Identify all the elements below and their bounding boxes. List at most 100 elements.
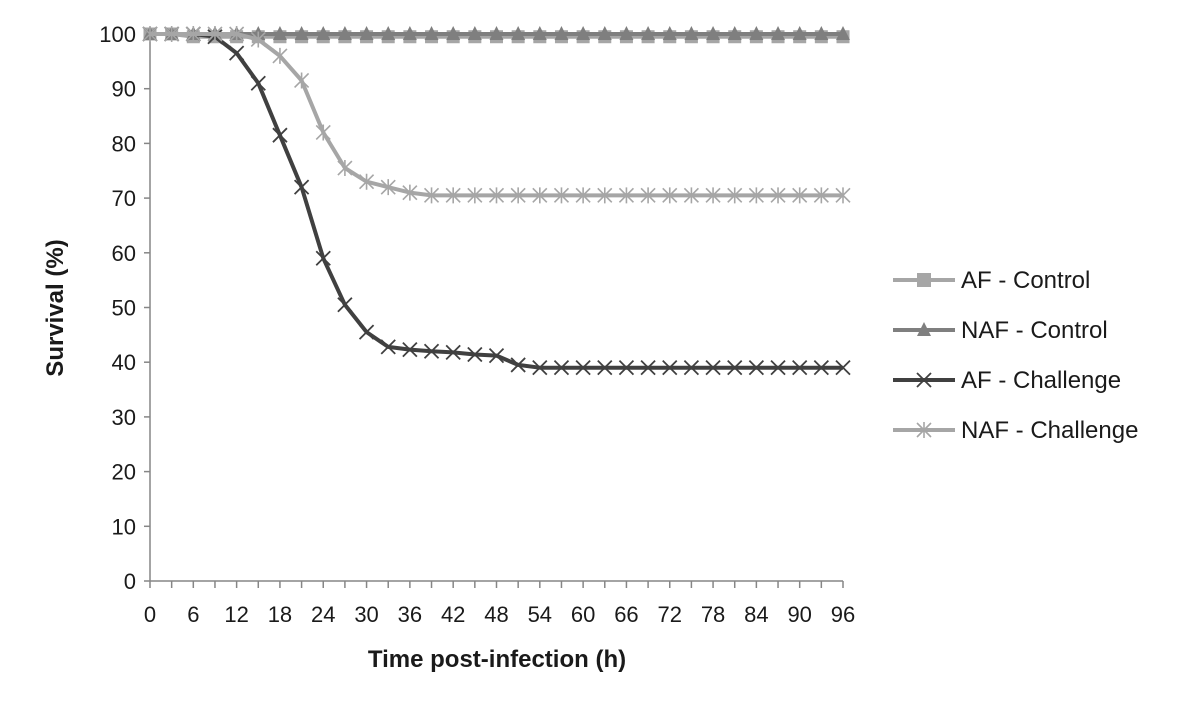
data-point <box>423 187 440 204</box>
x-tick-label: 66 <box>614 602 638 627</box>
data-point <box>488 347 505 364</box>
data-point <box>445 344 461 360</box>
data-point <box>748 360 765 376</box>
data-point <box>488 187 505 204</box>
y-tick-label: 90 <box>112 77 136 102</box>
data-point <box>576 26 591 40</box>
data-point <box>619 26 634 40</box>
legend-label: AF - Challenge <box>961 367 1121 394</box>
legend-marker <box>916 372 932 388</box>
y-tick-label: 0 <box>124 569 136 594</box>
data-point <box>748 187 764 204</box>
y-tick-label: 50 <box>112 296 136 321</box>
data-point <box>402 184 418 201</box>
data-point <box>575 187 591 204</box>
data-point <box>553 187 570 204</box>
data-point <box>358 173 375 190</box>
data-point <box>770 360 786 376</box>
data-point <box>683 360 700 376</box>
x-tick-label: 96 <box>831 602 855 627</box>
data-point <box>813 360 829 376</box>
data-point <box>727 360 743 376</box>
legend-item-naf-challenge: NAF - Challenge <box>893 417 1138 444</box>
data-point <box>727 187 743 204</box>
data-point <box>467 26 482 40</box>
data-point <box>250 31 266 48</box>
data-point <box>575 360 591 376</box>
y-tick-label: 100 <box>99 22 136 47</box>
data-point <box>532 360 548 376</box>
data-point <box>836 26 850 40</box>
data-point <box>727 26 742 40</box>
data-point <box>272 26 287 40</box>
data-point <box>316 26 331 40</box>
y-tick-label: 80 <box>112 131 136 156</box>
data-point <box>228 45 245 61</box>
data-point <box>250 75 266 91</box>
data-point <box>835 360 851 376</box>
legend-label: AF - Control <box>961 267 1090 294</box>
data-point <box>662 360 678 376</box>
x-tick-label: 30 <box>354 602 378 627</box>
data-point <box>359 26 374 40</box>
data-point <box>294 26 309 40</box>
data-point <box>510 187 526 204</box>
data-point <box>813 187 829 204</box>
x-tick-label: 0 <box>144 602 156 627</box>
y-axis-title: Survival (%) <box>42 239 69 376</box>
data-point <box>597 360 613 376</box>
y-tick-label: 30 <box>112 405 136 430</box>
series-layer <box>142 26 851 376</box>
data-point <box>792 26 807 40</box>
x-tick-label: 54 <box>528 602 552 627</box>
legend-marker <box>917 322 931 336</box>
x-tick-label: 42 <box>441 602 465 627</box>
data-point <box>402 26 417 40</box>
data-point <box>315 250 331 266</box>
legend-label: NAF - Challenge <box>961 417 1138 444</box>
data-point <box>597 26 612 40</box>
x-tick-label: 84 <box>744 602 768 627</box>
x-tick-label: 18 <box>268 602 292 627</box>
data-point <box>380 339 396 355</box>
data-point <box>142 26 158 42</box>
x-tick-label: 6 <box>187 602 199 627</box>
data-point <box>706 26 721 40</box>
data-point <box>662 187 678 204</box>
data-point <box>792 187 808 204</box>
data-point <box>423 343 440 359</box>
x-tick-label: 12 <box>224 602 248 627</box>
data-point <box>272 127 288 143</box>
data-point <box>337 26 352 40</box>
x-tick-label: 24 <box>311 602 335 627</box>
data-point <box>337 297 353 313</box>
data-point <box>381 26 396 40</box>
data-point <box>662 26 677 40</box>
legend-label: NAF - Control <box>961 317 1108 344</box>
series-line-naf-challenge <box>150 32 843 198</box>
x-axis-title: Time post-infection (h) <box>368 646 626 673</box>
data-point <box>532 187 548 204</box>
data-point <box>467 187 483 204</box>
x-tick-label: 60 <box>571 602 595 627</box>
x-tick-label: 36 <box>398 602 422 627</box>
data-point <box>618 187 635 204</box>
data-point <box>294 72 310 89</box>
data-point <box>618 360 635 376</box>
data-point <box>424 26 439 40</box>
data-point <box>684 26 699 40</box>
data-point <box>380 179 396 196</box>
data-point <box>814 26 829 40</box>
data-point <box>489 26 504 40</box>
data-point <box>185 26 201 42</box>
data-point <box>835 187 851 204</box>
data-point <box>207 26 223 42</box>
data-point <box>705 187 721 204</box>
data-point <box>510 357 526 373</box>
data-point <box>640 360 656 376</box>
data-point <box>293 179 310 195</box>
data-point <box>640 187 656 204</box>
data-point <box>511 26 526 40</box>
data-point <box>771 26 786 40</box>
